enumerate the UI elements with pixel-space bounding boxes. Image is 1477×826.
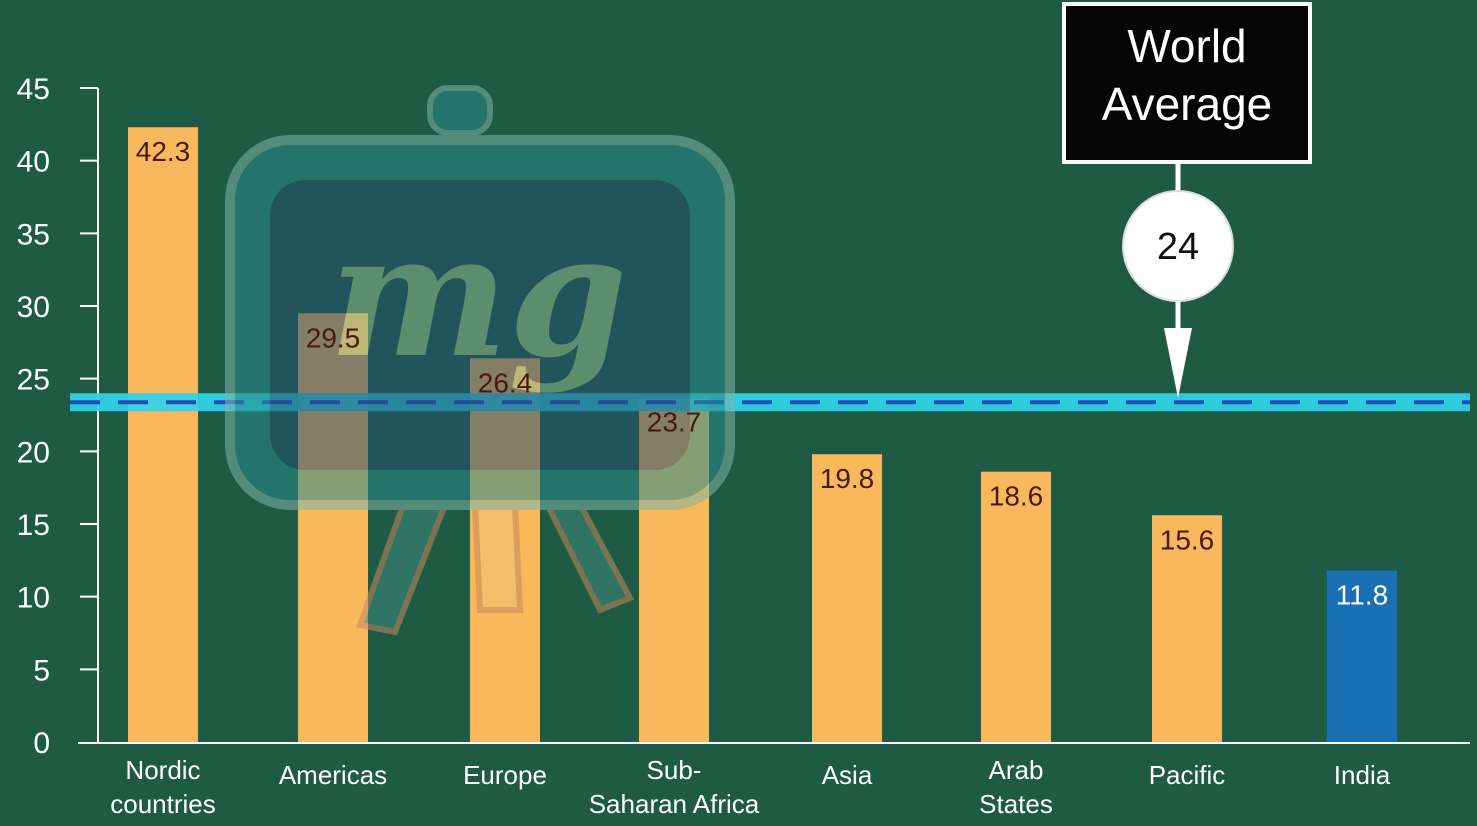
mg-logo-watermark: mg (225, 85, 735, 636)
data-label-1: 29.5 (306, 322, 361, 353)
data-label-0: 42.3 (136, 136, 191, 167)
y-tick-label: 10 (17, 582, 50, 615)
data-label-2: 26.4 (478, 367, 533, 398)
world-average-callout: World Average 24 (1062, 2, 1312, 398)
watermark-text: mg (329, 196, 628, 396)
labels: 42.3 29.5 26.4 23.7 19.8 18.6 15.6 11.8 Nordic co… (110, 136, 1390, 819)
y-tick-label: 30 (17, 291, 50, 324)
callout-box (1062, 2, 1312, 164)
category-label-1: Americas (279, 760, 387, 790)
board-panel (270, 180, 690, 470)
data-label-7: 11.8 (1336, 580, 1388, 611)
category-label-6: Pacific (1149, 760, 1226, 790)
category-label-5: States (979, 789, 1053, 819)
data-label-6: 15.6 (1160, 524, 1215, 555)
axes: 0 5 10 15 20 25 30 35 40 45 (17, 73, 1470, 760)
arrow-down-icon (1164, 328, 1192, 398)
y-tick-label: 45 (17, 73, 50, 106)
category-label-3: Sub- (647, 755, 702, 785)
category-label-0: Nordic (125, 755, 200, 785)
category-label-3: Saharan Africa (589, 789, 760, 819)
data-label-5: 18.6 (989, 481, 1044, 512)
easel-leg-left (355, 496, 450, 636)
bar-7 (1327, 570, 1397, 742)
data-label-3: 23.7 (647, 407, 702, 438)
bar-5 (981, 471, 1051, 742)
y-tick-label: 25 (17, 364, 50, 397)
easel-leg-center (471, 502, 524, 613)
average-value-label: 24 (1157, 226, 1199, 268)
bar-4 (812, 454, 882, 742)
callout-label-line: Average (1102, 78, 1273, 130)
board-top-knob (427, 85, 493, 136)
callout-label-line: World (1127, 20, 1246, 72)
category-label-0: countries (110, 789, 216, 819)
bar-0 (128, 127, 198, 743)
category-label-2: Europe (463, 760, 547, 790)
y-tick-label: 15 (17, 509, 50, 542)
category-label-4: Asia (822, 760, 873, 790)
easel-leg-right (540, 491, 635, 614)
category-label-7: India (1334, 760, 1391, 790)
y-tick-label: 20 (17, 436, 50, 469)
y-tick-label: 35 (17, 218, 50, 251)
bar-6 (1152, 515, 1222, 742)
category-label-5: Arab (989, 755, 1044, 785)
y-tick-label: 5 (33, 654, 50, 687)
watermark-board: mg (225, 85, 735, 636)
y-tick-label: 40 (17, 146, 50, 179)
y-tick-label: 0 (33, 727, 50, 760)
data-label-4: 19.8 (820, 463, 875, 494)
